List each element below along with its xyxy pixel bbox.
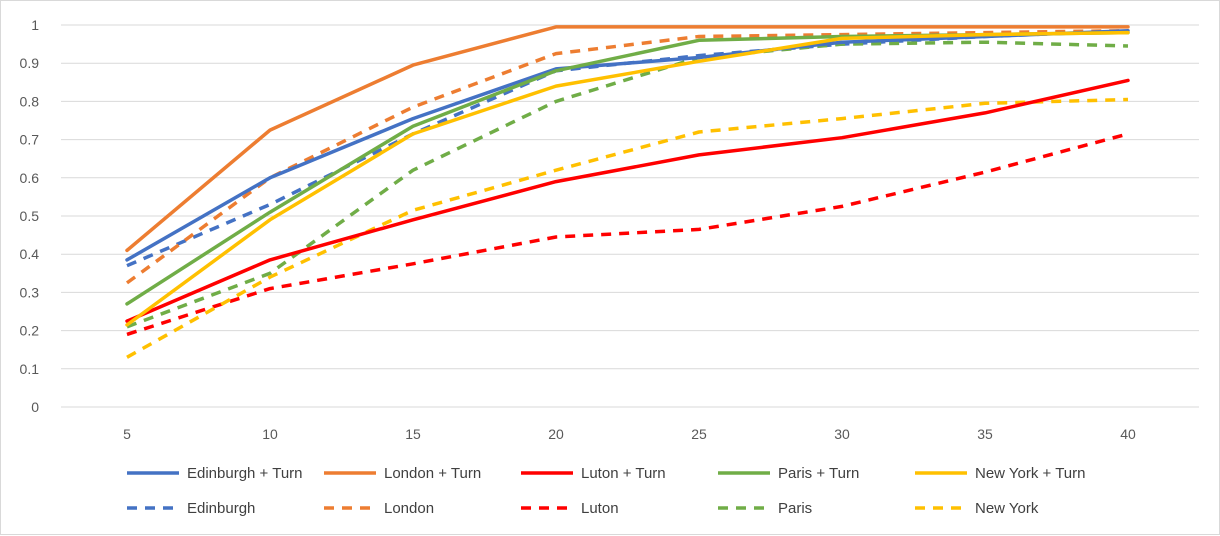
series-line-new-york-turn	[125, 30, 1130, 327]
x-tick-label: 40	[1120, 426, 1136, 442]
x-tick-label: 15	[405, 426, 421, 442]
legend-label: Edinburgh	[187, 500, 255, 517]
series-line-edinburgh	[126, 28, 1129, 268]
series-line-london	[125, 28, 1129, 285]
y-tick-label: 0.5	[20, 208, 40, 224]
y-tick-label: 0.3	[20, 284, 40, 300]
x-tick-label: 5	[123, 426, 131, 442]
legend-label: Luton + Turn	[581, 465, 666, 482]
legend-label: Edinburgh + Turn	[187, 465, 303, 482]
legend-label: London	[384, 500, 434, 517]
y-axis-ticks: 0 0.1 0.2 0.3 0.4 0.5 0.6 0.7 0.8 0.9 1	[20, 17, 40, 415]
series-line-paris	[126, 40, 1129, 329]
y-tick-label: 0.7	[20, 132, 40, 148]
gridlines	[61, 24, 1199, 408]
x-tick-label: 30	[834, 426, 850, 442]
series-line-edinburgh-turn	[125, 28, 1130, 262]
legend-label: London + Turn	[384, 465, 481, 482]
series-line-london-turn	[125, 25, 1130, 253]
x-axis-ticks: 5 10 15 20 25 30 35 40	[123, 426, 1136, 442]
legend-label: Luton	[581, 500, 619, 517]
series-line-luton-turn	[125, 78, 1130, 323]
legend-label: New York + Turn	[975, 465, 1085, 482]
y-tick-label: 0.2	[20, 323, 40, 339]
x-tick-label: 25	[691, 426, 707, 442]
x-tick-label: 20	[548, 426, 564, 442]
y-tick-label: 0.1	[20, 361, 40, 377]
series-lines	[125, 25, 1130, 359]
y-tick-label: 0.9	[20, 55, 40, 71]
legend-label: Paris	[778, 500, 812, 517]
series-line-new-york	[126, 97, 1129, 359]
x-tick-label: 35	[977, 426, 993, 442]
legend-label: New York	[975, 500, 1039, 517]
y-tick-label: 1	[31, 17, 39, 33]
series-line-luton	[126, 132, 1129, 337]
x-tick-label: 10	[262, 426, 278, 442]
y-tick-label: 0	[31, 399, 39, 415]
legend-label: Paris + Turn	[778, 465, 859, 482]
y-tick-label: 0.6	[20, 170, 40, 186]
y-tick-label: 0.8	[20, 93, 40, 109]
y-tick-label: 0.4	[20, 246, 40, 262]
legend: Edinburgh + Turn London + Turn Luton + Tur…	[127, 465, 1085, 517]
